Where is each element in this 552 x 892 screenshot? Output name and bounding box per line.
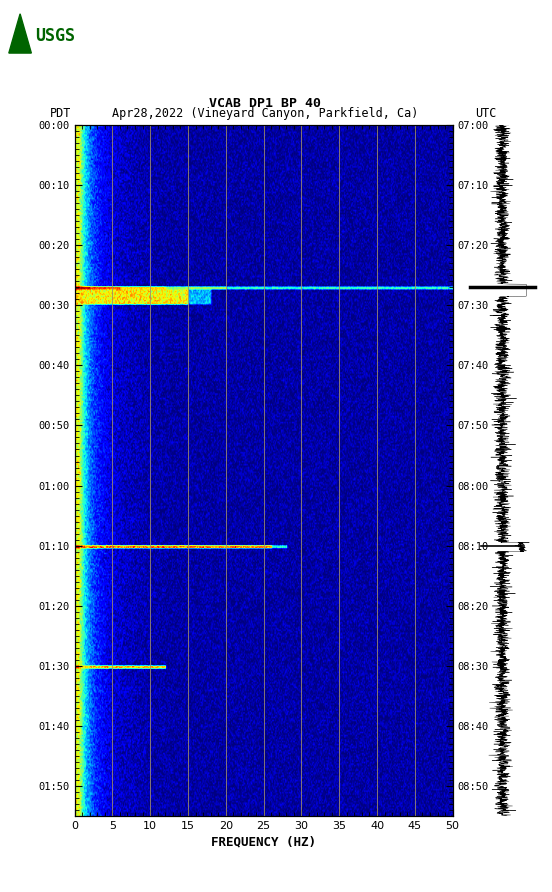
Text: UTC: UTC [475, 107, 496, 120]
X-axis label: FREQUENCY (HZ): FREQUENCY (HZ) [211, 835, 316, 848]
Text: VCAB DP1 BP 40: VCAB DP1 BP 40 [209, 96, 321, 110]
Polygon shape [9, 13, 31, 54]
Text: Apr28,2022 (Vineyard Canyon, Parkfield, Ca): Apr28,2022 (Vineyard Canyon, Parkfield, … [112, 107, 418, 120]
Text: PDT: PDT [50, 107, 71, 120]
Text: USGS: USGS [35, 27, 75, 45]
